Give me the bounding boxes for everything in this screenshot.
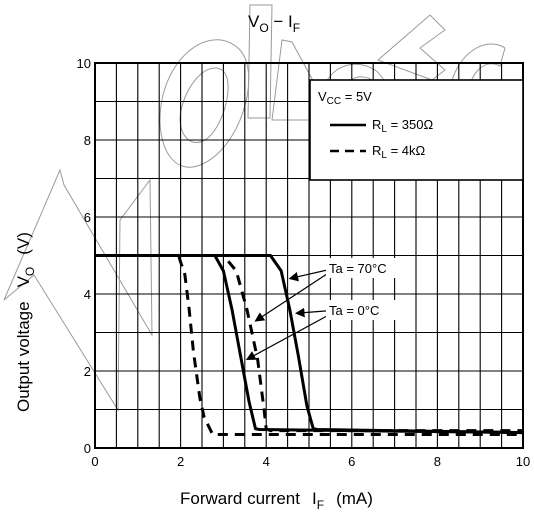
- series-layer: [95, 254, 524, 437]
- annotation-label-bg-0: [326, 300, 406, 320]
- annotation-ta-70: Ta = 70°C: [329, 261, 387, 276]
- x-tick-label: 10: [516, 454, 530, 469]
- x-tick-label: 6: [348, 454, 355, 469]
- annotation-ta-0: Ta = 0°C: [329, 303, 379, 318]
- annotation-arrow: [254, 267, 337, 322]
- x-tick-label: 2: [177, 454, 184, 469]
- legend-entry-solid: RL = 350Ω: [372, 117, 433, 135]
- x-tick-label: 8: [434, 454, 441, 469]
- y-tick-label: 0: [84, 441, 91, 456]
- y-axis-label: Output voltageVO(V): [14, 232, 37, 412]
- x-tick-label: 4: [263, 454, 270, 469]
- y-tick-label: 10: [77, 56, 91, 71]
- tick-labels: 0 2 4 6 8 10 0 2 4 6 8 10: [77, 56, 531, 469]
- y-tick-label: 2: [84, 364, 91, 379]
- legend-entry-dashed: RL = 4kΩ: [372, 143, 425, 161]
- y-tick-label: 4: [84, 287, 91, 302]
- series-line-3: [95, 254, 523, 437]
- annotation-arrow: [245, 309, 339, 361]
- y-tick-label: 8: [84, 133, 91, 148]
- x-axis-label: Forward current IF (mA): [180, 489, 373, 512]
- annotation-label-bg-70: [326, 258, 412, 278]
- annotations: [245, 267, 339, 361]
- legend-condition: VCC = 5V: [318, 89, 372, 107]
- y-tick-label: 6: [84, 210, 91, 225]
- legend-box: [309, 79, 524, 181]
- series-line-4: [95, 254, 523, 433]
- chart-title: VO − IF: [248, 12, 300, 35]
- series-line-1: [95, 254, 524, 435]
- x-tick-label: 0: [91, 454, 98, 469]
